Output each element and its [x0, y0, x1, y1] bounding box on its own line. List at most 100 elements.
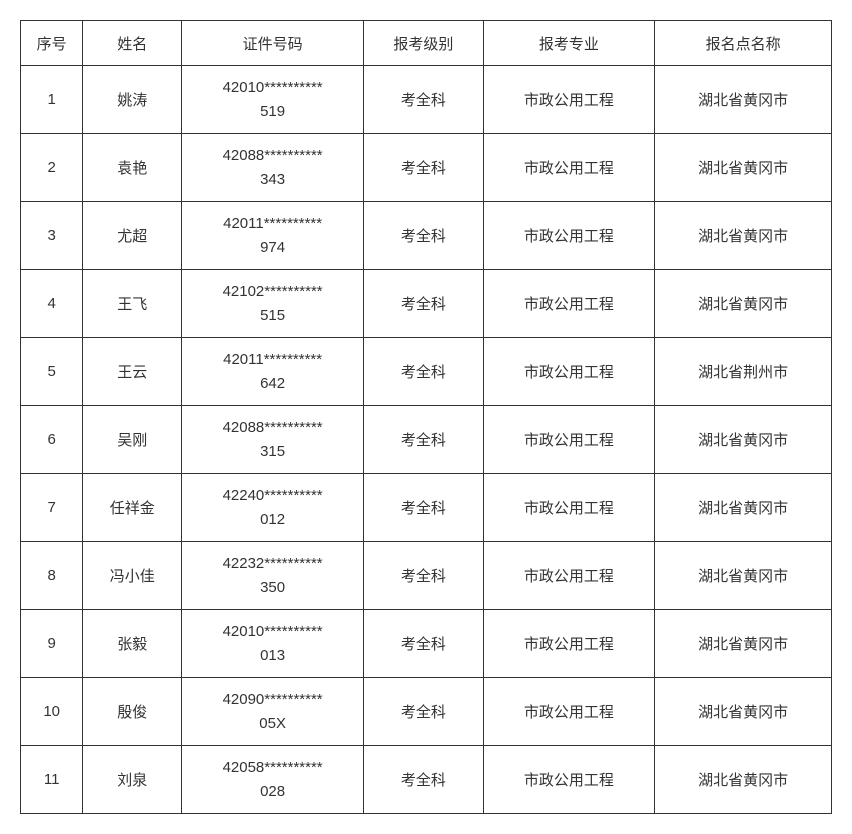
cell-major: 市政公用工程 — [483, 134, 655, 202]
cell-location: 湖北省黄冈市 — [655, 202, 832, 270]
cell-major: 市政公用工程 — [483, 270, 655, 338]
cell-location: 湖北省黄冈市 — [655, 746, 832, 814]
cell-level: 考全科 — [364, 746, 484, 814]
table-row: 5王云42011**********642考全科市政公用工程湖北省荆州市 — [21, 338, 832, 406]
id-line2: 012 — [186, 508, 359, 532]
cell-location: 湖北省黄冈市 — [655, 66, 832, 134]
cell-major: 市政公用工程 — [483, 610, 655, 678]
id-line1: 42011********** — [186, 212, 359, 236]
cell-major: 市政公用工程 — [483, 66, 655, 134]
id-line1: 42058********** — [186, 756, 359, 780]
cell-seq: 4 — [21, 270, 83, 338]
cell-major: 市政公用工程 — [483, 338, 655, 406]
cell-seq: 3 — [21, 202, 83, 270]
id-line2: 974 — [186, 236, 359, 260]
cell-level: 考全科 — [364, 406, 484, 474]
cell-major: 市政公用工程 — [483, 406, 655, 474]
header-seq: 序号 — [21, 21, 83, 66]
cell-level: 考全科 — [364, 678, 484, 746]
cell-major: 市政公用工程 — [483, 746, 655, 814]
id-line2: 350 — [186, 576, 359, 600]
header-id: 证件号码 — [182, 21, 364, 66]
id-line2: 519 — [186, 100, 359, 124]
data-table: 序号 姓名 证件号码 报考级别 报考专业 报名点名称 1姚涛42010*****… — [20, 20, 832, 814]
id-line1: 42232********** — [186, 552, 359, 576]
cell-id: 42090**********05X — [182, 678, 364, 746]
header-major: 报考专业 — [483, 21, 655, 66]
header-name: 姓名 — [83, 21, 182, 66]
cell-location: 湖北省荆州市 — [655, 338, 832, 406]
cell-location: 湖北省黄冈市 — [655, 610, 832, 678]
cell-level: 考全科 — [364, 474, 484, 542]
id-line2: 343 — [186, 168, 359, 192]
table-row: 1姚涛42010**********519考全科市政公用工程湖北省黄冈市 — [21, 66, 832, 134]
cell-id: 42088**********315 — [182, 406, 364, 474]
cell-seq: 11 — [21, 746, 83, 814]
cell-seq: 7 — [21, 474, 83, 542]
cell-name: 王飞 — [83, 270, 182, 338]
table-row: 8冯小佳42232**********350考全科市政公用工程湖北省黄冈市 — [21, 542, 832, 610]
id-line2: 028 — [186, 780, 359, 804]
id-line1: 42090********** — [186, 688, 359, 712]
table-row: 6吴刚42088**********315考全科市政公用工程湖北省黄冈市 — [21, 406, 832, 474]
id-line1: 42102********** — [186, 280, 359, 304]
cell-id: 42102**********515 — [182, 270, 364, 338]
id-line1: 42088********** — [186, 144, 359, 168]
cell-location: 湖北省黄冈市 — [655, 134, 832, 202]
cell-location: 湖北省黄冈市 — [655, 678, 832, 746]
id-line2: 515 — [186, 304, 359, 328]
cell-id: 42011**********642 — [182, 338, 364, 406]
id-line1: 42011********** — [186, 348, 359, 372]
table-row: 4王飞42102**********515考全科市政公用工程湖北省黄冈市 — [21, 270, 832, 338]
cell-level: 考全科 — [364, 66, 484, 134]
cell-name: 张毅 — [83, 610, 182, 678]
cell-id: 42010**********519 — [182, 66, 364, 134]
cell-location: 湖北省黄冈市 — [655, 542, 832, 610]
table-row: 11刘泉42058**********028考全科市政公用工程湖北省黄冈市 — [21, 746, 832, 814]
cell-major: 市政公用工程 — [483, 202, 655, 270]
header-location: 报名点名称 — [655, 21, 832, 66]
cell-name: 姚涛 — [83, 66, 182, 134]
id-line2: 315 — [186, 440, 359, 464]
cell-seq: 10 — [21, 678, 83, 746]
id-line1: 42010********** — [186, 76, 359, 100]
cell-name: 刘泉 — [83, 746, 182, 814]
cell-level: 考全科 — [364, 610, 484, 678]
cell-seq: 6 — [21, 406, 83, 474]
cell-id: 42088**********343 — [182, 134, 364, 202]
table-body: 1姚涛42010**********519考全科市政公用工程湖北省黄冈市2袁艳4… — [21, 66, 832, 814]
table-row: 3尤超42011**********974考全科市政公用工程湖北省黄冈市 — [21, 202, 832, 270]
cell-name: 袁艳 — [83, 134, 182, 202]
id-line2: 05X — [186, 712, 359, 736]
cell-id: 42232**********350 — [182, 542, 364, 610]
table-row: 2袁艳42088**********343考全科市政公用工程湖北省黄冈市 — [21, 134, 832, 202]
cell-major: 市政公用工程 — [483, 542, 655, 610]
cell-seq: 2 — [21, 134, 83, 202]
cell-level: 考全科 — [364, 202, 484, 270]
cell-level: 考全科 — [364, 270, 484, 338]
header-level: 报考级别 — [364, 21, 484, 66]
cell-level: 考全科 — [364, 542, 484, 610]
cell-level: 考全科 — [364, 134, 484, 202]
table-header: 序号 姓名 证件号码 报考级别 报考专业 报名点名称 — [21, 21, 832, 66]
cell-name: 任祥金 — [83, 474, 182, 542]
table-container: 序号 姓名 证件号码 报考级别 报考专业 报名点名称 1姚涛42010*****… — [20, 20, 832, 814]
cell-id: 42240**********012 — [182, 474, 364, 542]
cell-name: 王云 — [83, 338, 182, 406]
cell-id: 42010**********013 — [182, 610, 364, 678]
cell-location: 湖北省黄冈市 — [655, 406, 832, 474]
id-line2: 013 — [186, 644, 359, 668]
id-line2: 642 — [186, 372, 359, 396]
cell-name: 冯小佳 — [83, 542, 182, 610]
cell-name: 尤超 — [83, 202, 182, 270]
table-row: 10殷俊42090**********05X考全科市政公用工程湖北省黄冈市 — [21, 678, 832, 746]
cell-seq: 5 — [21, 338, 83, 406]
cell-id: 42011**********974 — [182, 202, 364, 270]
id-line1: 42240********** — [186, 484, 359, 508]
header-row: 序号 姓名 证件号码 报考级别 报考专业 报名点名称 — [21, 21, 832, 66]
table-row: 9张毅42010**********013考全科市政公用工程湖北省黄冈市 — [21, 610, 832, 678]
cell-name: 殷俊 — [83, 678, 182, 746]
cell-id: 42058**********028 — [182, 746, 364, 814]
cell-location: 湖北省黄冈市 — [655, 474, 832, 542]
cell-level: 考全科 — [364, 338, 484, 406]
